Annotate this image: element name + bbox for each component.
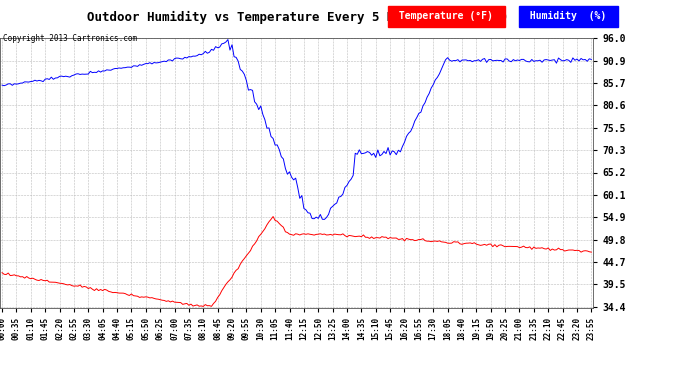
Text: Humidity  (%): Humidity (%)	[524, 11, 613, 21]
Text: Outdoor Humidity vs Temperature Every 5 Minutes 20131020: Outdoor Humidity vs Temperature Every 5 …	[87, 11, 506, 24]
Text: Copyright 2013 Cartronics.com: Copyright 2013 Cartronics.com	[3, 34, 137, 43]
Text: Temperature (°F): Temperature (°F)	[393, 11, 499, 21]
